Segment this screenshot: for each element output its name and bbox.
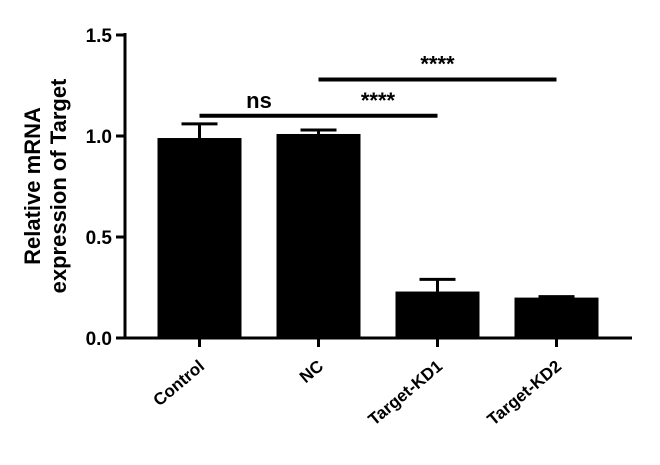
y-axis-label: Relative mRNA expression of Target (20, 78, 71, 293)
bar-target-kd2 (514, 297, 599, 338)
bar-control (157, 138, 242, 338)
significance-label: **** (420, 51, 455, 76)
category-label: Control (150, 357, 209, 410)
y-tick-label: 1.5 (86, 26, 113, 47)
bar-target-kd1 (395, 291, 480, 338)
category-label: Target-KD2 (484, 357, 565, 430)
y-tick-label: 0.0 (86, 329, 112, 350)
category-label: NC (296, 357, 327, 387)
bar-nc (276, 133, 361, 338)
y-tick-label: 0.5 (86, 228, 113, 249)
significance-label: **** (361, 88, 396, 113)
category-label: Target-KD1 (365, 357, 446, 430)
significance-label: ns (246, 88, 272, 113)
y-axis-label-line-1: Relative mRNA (20, 107, 45, 265)
y-tick-label: 1.0 (86, 127, 112, 148)
y-axis-label-line-2: expression of Target (46, 78, 71, 293)
plot-area: 0.0 0.5 1.0 1.5 Control NC Target-KD1 Target-KD… (86, 26, 632, 429)
